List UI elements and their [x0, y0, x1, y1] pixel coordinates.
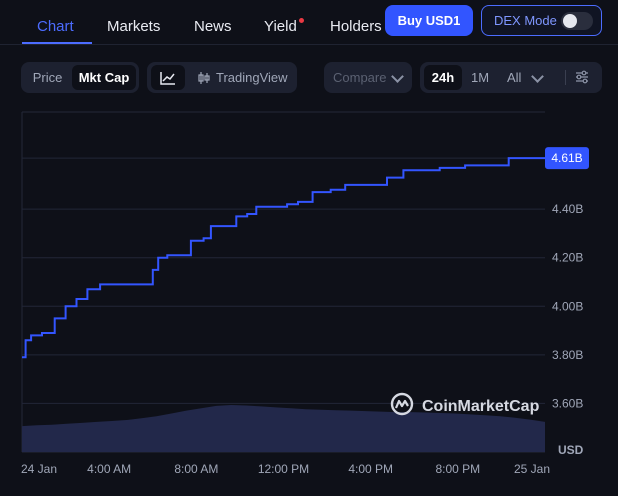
x-tick-label: 8:00 PM: [435, 462, 480, 476]
y-tick-label: 4.20B: [552, 251, 583, 265]
y-tick-label: 3.60B: [552, 396, 583, 410]
tab-news[interactable]: News: [194, 18, 232, 35]
time-range-control: 24h 1M All: [420, 62, 602, 93]
range-24h[interactable]: 24h: [424, 65, 462, 90]
market-cap-line: [22, 157, 545, 359]
x-tick-label: 8:00 AM: [174, 462, 218, 476]
tab-markets[interactable]: Markets: [107, 18, 161, 35]
switch-knob: [563, 14, 577, 28]
tab-yield[interactable]: Yield: [264, 18, 297, 35]
toolbar-divider: [565, 70, 566, 85]
tradingview-label: TradingView: [216, 70, 288, 85]
yield-notification-dot: [299, 18, 304, 23]
current-value-marker: 4.61B: [545, 147, 589, 170]
compare-label: Compare: [333, 70, 387, 85]
current-value-label: 4.61B: [551, 151, 582, 165]
current-value-badge: [545, 147, 589, 170]
coinmarketcap-logo-icon: [390, 392, 414, 416]
active-tab-indicator: [22, 42, 92, 44]
watermark-text: CoinMarketCap: [422, 398, 540, 415]
volume-area-group: [22, 405, 545, 452]
tab-chart[interactable]: Chart: [37, 18, 74, 35]
chart-type-segmented-control: TradingView: [147, 62, 297, 93]
dex-mode-switch[interactable]: [561, 12, 593, 30]
sliders-icon: [576, 70, 588, 84]
nav-divider: [0, 44, 618, 45]
market-cap-chart[interactable]: 3.60B 3.80B 4.00B 4.20B 4.40B 24 Jan 4:00 AM 8…: [0, 100, 618, 496]
y-axis-unit-label: USD: [558, 443, 584, 457]
chart-settings-button[interactable]: [574, 69, 592, 86]
chevron-down-icon: [531, 70, 544, 83]
tradingview-option[interactable]: TradingView: [191, 65, 293, 90]
price-mktcap-segmented-control: Price Mkt Cap: [21, 62, 139, 93]
x-tick-label: 4:00 AM: [87, 462, 131, 476]
line-chart-icon: [160, 71, 175, 85]
x-tick-label: 24 Jan: [21, 462, 57, 476]
x-tick-label: 4:00 PM: [348, 462, 393, 476]
x-tick-label: 12:00 PM: [258, 462, 309, 476]
range-1m[interactable]: 1M: [470, 70, 490, 85]
buy-usd1-button[interactable]: Buy USD1: [385, 5, 473, 36]
range-all-dropdown[interactable]: All: [498, 65, 550, 90]
compare-dropdown[interactable]: Compare: [324, 62, 412, 93]
line-chart-option[interactable]: [151, 65, 185, 90]
tab-holders[interactable]: Holders: [330, 18, 382, 35]
y-tick-label: 4.40B: [552, 202, 583, 216]
y-tick-label: 4.00B: [552, 299, 583, 313]
top-navigation: Chart Markets News Yield Holders Buy USD…: [0, 0, 618, 46]
price-line-group: [22, 157, 545, 359]
candlestick-icon: [198, 71, 210, 84]
x-axis: 24 Jan 4:00 AM 8:00 AM 12:00 PM 4:00 PM 8:00 …: [21, 462, 550, 476]
chevron-down-icon: [391, 70, 404, 83]
range-all-label: All: [507, 70, 522, 85]
y-axis: 3.60B 3.80B 4.00B 4.20B 4.40B: [552, 202, 583, 410]
price-option[interactable]: Price: [32, 70, 63, 85]
x-tick-label: 25 Jan: [514, 462, 550, 476]
coinmarketcap-watermark: CoinMarketCap: [390, 392, 540, 416]
mkt-cap-option[interactable]: Mkt Cap: [72, 65, 136, 90]
volume-area: [22, 405, 545, 452]
dex-mode-label: DEX Mode: [494, 13, 557, 28]
y-tick-label: 3.80B: [552, 348, 583, 362]
dex-mode-toggle-button[interactable]: DEX Mode: [481, 5, 602, 36]
